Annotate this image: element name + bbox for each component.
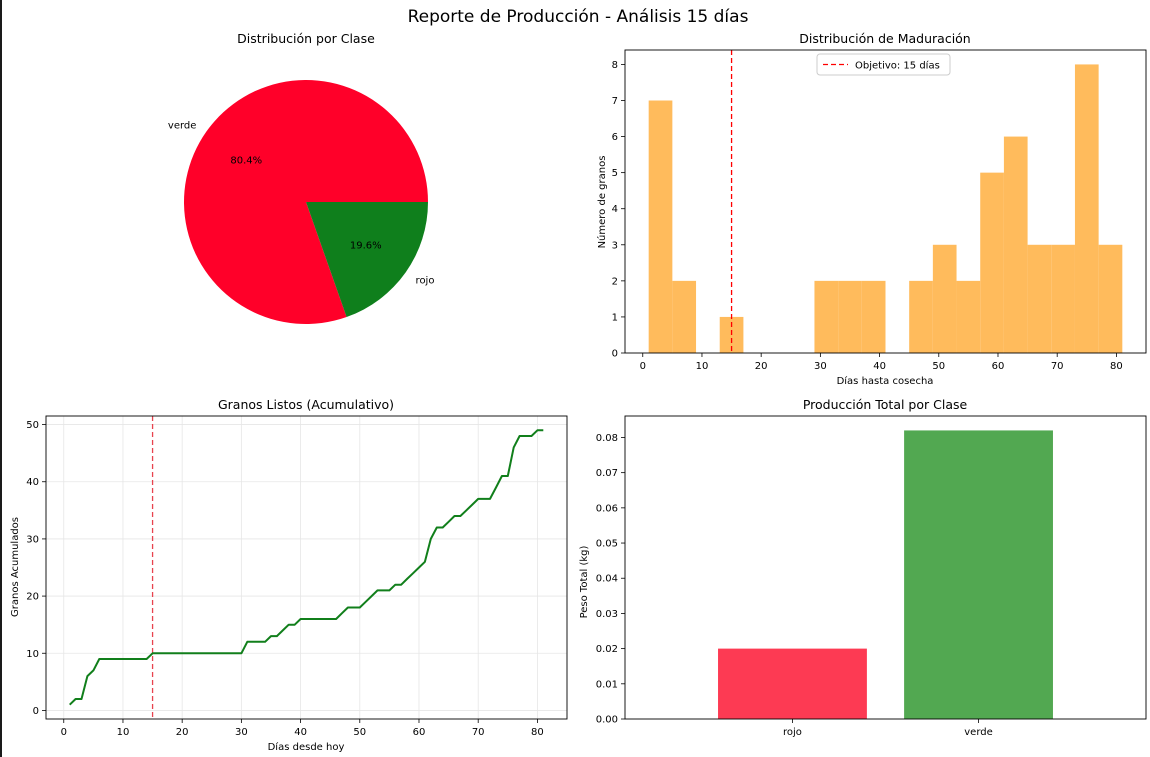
bar-ytick-label: 0.08 [596,433,618,444]
histogram-bar [861,280,886,353]
histogram-ytick-label: 3 [612,240,618,251]
histogram-frame [624,49,1147,354]
bar-xtick-label-verde: verde [964,727,993,738]
histogram-xlabel: Días hasta cosecha [837,375,934,387]
bar-ytick-label: 0.07 [596,468,618,479]
pie-pct-verde: 80.4% [230,156,262,167]
histogram-ytick-label: 5 [612,168,618,179]
histogram-bar [672,280,697,353]
histogram-bar [909,280,933,353]
bar-ytick-label: 0.03 [596,609,618,620]
cumulative-xlabel: Días desde hoy [268,741,345,753]
histogram-xtick-label: 60 [992,361,1005,372]
histogram-bar [838,280,862,353]
cumulative-xtick-label: 0 [61,727,67,738]
histogram-legend [816,53,951,76]
cumulative-xtick-label: 30 [235,727,248,738]
cumulative-xtick-label: 40 [294,727,307,738]
histogram-ytick-label: 0 [612,349,618,360]
cumulative-title: Granos Listos (Acumulativo) [218,397,394,412]
cumulative-xtick-label: 70 [472,727,485,738]
histogram-xtick-label: 20 [755,361,768,372]
cumulative-ylabel: Granos Acumulados [10,517,21,617]
pie-chart: verde 80.4% rojo 19.6% [168,79,435,324]
histogram-ytick-label: 7 [612,96,618,107]
histogram-bar [814,280,839,353]
bar-verde [904,430,1053,719]
histogram-ytick-label: 4 [612,204,618,215]
histogram-bar [1027,244,1052,353]
cumulative-xtick-label: 80 [531,727,544,738]
cumulative-xtick-label: 60 [413,727,426,738]
histogram-ytick-label: 2 [612,276,618,287]
pie-pct-rojo: 19.6% [350,240,382,251]
histogram-ytick-label: 1 [612,312,618,323]
histogram-bar [980,172,1004,353]
histogram-xtick-label: 70 [1051,361,1064,372]
cumulative-xtick-label: 20 [176,727,189,738]
cumulative-xtick-label: 50 [353,727,366,738]
histogram-bar [1003,136,1028,353]
window-edge [0,0,2,757]
bar-plot: rojo verde 0.00 0.01 0.02 0.03 0.04 0.05 0.06 0.0… [596,415,1147,738]
pie-panel: Distribución por Clase verde 80.4% rojo 19.… [168,31,435,324]
bar-frame [624,415,1147,720]
histogram-xtick-label: 50 [932,361,945,372]
pie-label-rojo: rojo [416,276,435,287]
pie-slice-verde [183,79,428,324]
cumulative-panel: Granos Listos (Acumulativo) 0 10 20 30 40 50 6… [10,397,568,753]
bar-ytick-label: 0.04 [596,574,618,585]
histogram-bar [648,100,673,353]
bar-panel: Producción Total por Clase rojo verde 0.00… [579,397,1147,738]
histogram-ytick-label: 8 [612,60,618,71]
histogram-bar [1098,244,1123,353]
histogram-plot: 0 10 20 30 40 50 60 70 80 0 1 2 3 4 5 6 7 8 Objetivo: 15 d… [612,49,1147,372]
figure-suptitle: Reporte de Producción - Análisis 15 días [408,7,749,27]
cumulative-ytick-label: 50 [26,420,39,431]
pie-label-verde: verde [168,120,197,131]
pie-title: Distribución por Clase [237,31,375,46]
cumulative-ytick-label: 0 [33,706,39,717]
histogram-xtick-label: 10 [696,361,709,372]
cumulative-plot: 0 10 20 30 40 50 60 70 80 0 10 20 30 40 50 [26,415,568,738]
bar-ylabel: Peso Total (kg) [579,546,590,619]
pie-slice-rojo [306,202,428,318]
histogram-xtick-label: 80 [1110,361,1123,372]
histogram-xtick-label: 0 [640,361,646,372]
bar-ytick-label: 0.06 [596,503,618,514]
bar-ytick-label: 0.00 [596,715,618,726]
histogram-xtick-label: 40 [873,361,886,372]
bar-title: Producción Total por Clase [803,397,968,412]
cumulative-xtick-label: 10 [117,727,130,738]
histogram-title: Distribución de Maduración [799,31,970,46]
bar-ytick-label: 0.01 [596,679,618,690]
cumulative-ytick-label: 20 [26,592,39,603]
cumulative-ytick-label: 30 [26,534,39,545]
histogram-bar [932,244,957,353]
bar-ytick-label: 0.02 [596,644,618,655]
histogram-xtick-label: 30 [814,361,827,372]
bar-ytick-label: 0.05 [596,539,618,550]
histogram-bar [1074,64,1099,353]
histogram-legend-label: Objetivo: 15 días [855,60,940,72]
cumulative-frame [45,415,568,720]
histogram-bar [956,280,981,353]
histogram-ylabel: Número de granos [596,156,608,249]
cumulative-ytick-label: 40 [26,477,39,488]
histogram-bar [1051,244,1075,353]
cumulative-ytick-label: 10 [26,649,39,660]
histogram-panel: Distribución de Maduración 0 10 20 30 40 50 60… [596,31,1147,387]
cumulative-series-line [69,429,544,706]
bar-rojo [718,648,867,719]
bar-xtick-label-rojo: rojo [783,727,802,738]
histogram-ytick-label: 6 [612,132,618,143]
